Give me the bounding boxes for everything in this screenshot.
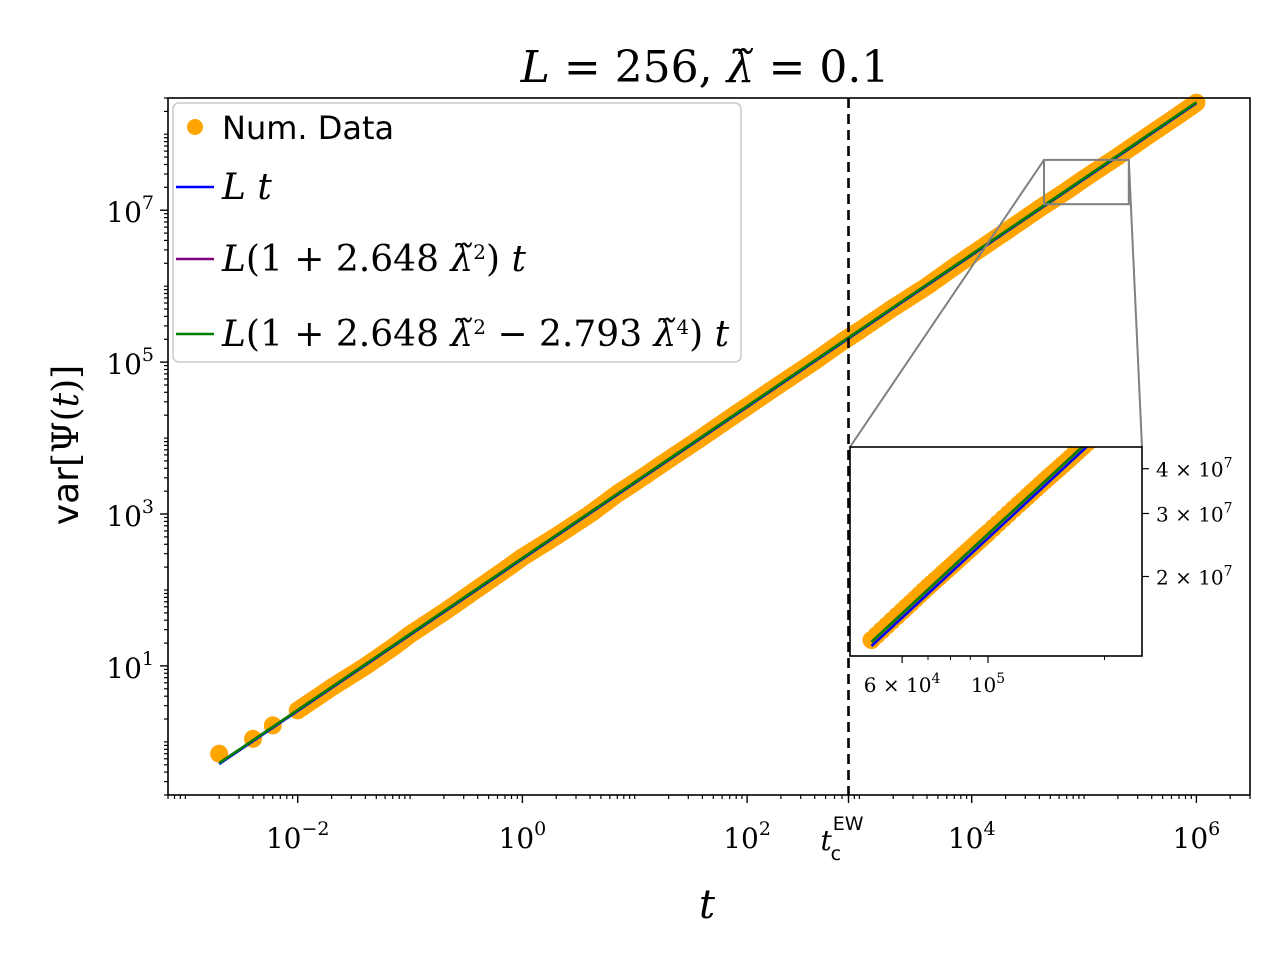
y-tick-label: 107 (106, 192, 154, 229)
inset-x-tick-label: 6 × 104 (864, 671, 941, 697)
zoom-connector-left (849, 159, 1045, 448)
legend-label: L(1 + 2.648 λ̃2 − 2.793 λ̃4) t (221, 314, 730, 355)
legend-entry: L t (176, 167, 272, 208)
legend-marker (187, 119, 203, 135)
x-tick-label: 102 (723, 818, 771, 855)
tc-ew-label: tEW c (821, 813, 864, 865)
legend-label: Num. Data (222, 109, 394, 147)
zoom-connector-right (1127, 159, 1143, 448)
y-axis-label: var[Ψ(t)] (46, 365, 87, 525)
legend-label: L t (221, 167, 272, 208)
inset-frame (849, 446, 1143, 657)
inset-line-fourth-order (870, 447, 1085, 643)
inset-y-tick-label: 2 × 107 (1156, 564, 1233, 590)
inset-plot-area: 6 × 104 105 2 × 107 3 × 107 4 × 107 (849, 159, 1233, 697)
x-ticks: 10−2 100 102 104 106 tEW c (167, 795, 1251, 865)
legend-box (172, 102, 742, 363)
x-tick-label: 106 (1173, 818, 1221, 855)
zoom-rectangle (1043, 158, 1130, 206)
x-tick-label: 100 (499, 818, 547, 855)
inset-y-tick-label: 3 × 107 (1156, 501, 1233, 527)
legend-entry: Num. Data (187, 109, 394, 147)
line-fourth-order (218, 101, 1198, 765)
x-axis-label: t (699, 882, 716, 928)
y-tick-label: 103 (106, 496, 154, 533)
x-tick-label: 10−2 (266, 818, 330, 855)
x-tick-label: 104 (948, 818, 996, 855)
y-tick-label: 101 (106, 648, 154, 685)
axes-frame (167, 97, 1251, 796)
inset-y-tick-label: 4 × 107 (1156, 456, 1233, 482)
data-point (210, 744, 229, 763)
inset-content (862, 447, 1096, 649)
chart-title: L = 256, λ̃ = 0.1 (520, 42, 890, 93)
main-plot-area: 10−2 100 102 104 106 tEW c 101 103 105 107 (106, 93, 1251, 865)
y-tick-label: 105 (106, 344, 154, 381)
y-ticks: 101 103 105 107 (106, 97, 168, 796)
legend-entry: L(1 + 2.648 λ̃2 − 2.793 λ̃4) t (176, 314, 730, 355)
inset-line-lt (870, 447, 1089, 647)
inset-x-tick-label: 105 (971, 671, 1005, 697)
